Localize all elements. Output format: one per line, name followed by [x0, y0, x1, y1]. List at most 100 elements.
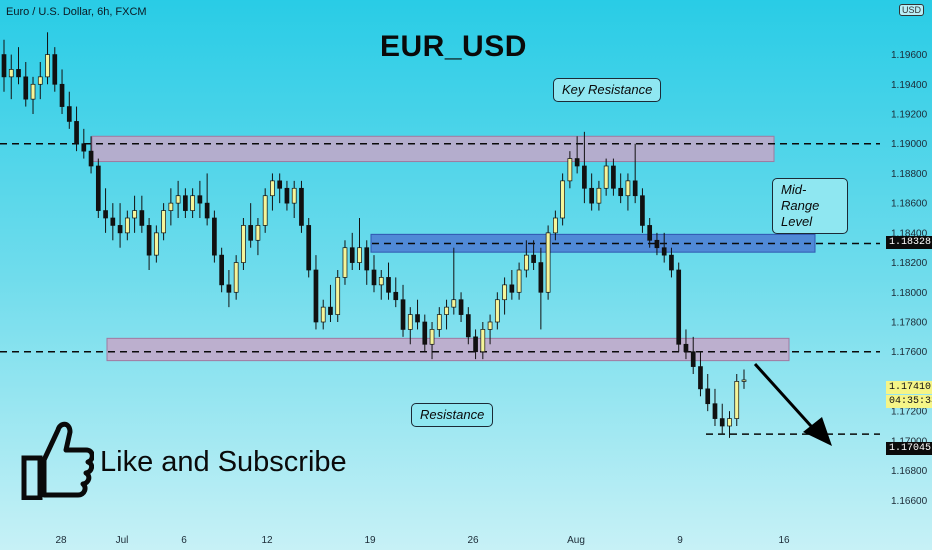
- thumbs-up-icon: [20, 416, 95, 501]
- candle-body: [95, 165, 101, 211]
- candle-body: [342, 247, 348, 278]
- candle-body: [248, 225, 254, 241]
- candle-body: [661, 247, 667, 256]
- candle-body: [567, 158, 573, 182]
- candle-body: [364, 247, 370, 271]
- candle-body: [299, 187, 304, 226]
- candle-body: [270, 180, 275, 197]
- candle-body: [233, 262, 239, 293]
- candle-body: [654, 239, 660, 249]
- candle-body: [313, 269, 319, 323]
- candle-body: [161, 210, 166, 234]
- candle-body: [509, 284, 515, 293]
- candle-body: [124, 217, 130, 234]
- cta-text: Like and Subscribe: [100, 446, 347, 478]
- candle-body: [524, 254, 529, 271]
- candle-body: [640, 195, 645, 226]
- x-tick-label: 12: [261, 535, 273, 546]
- candle-body: [698, 366, 703, 390]
- candle-body: [545, 232, 551, 293]
- candle-body: [74, 121, 79, 145]
- y-tick-label: 1.17200: [891, 407, 928, 418]
- y-tick-label: 1.19200: [891, 110, 928, 121]
- candle-body: [219, 254, 224, 286]
- y-tick-label: 1.17000: [891, 436, 928, 447]
- x-tick-label: 9: [677, 535, 683, 546]
- x-tick-label: 19: [364, 535, 376, 546]
- candle-body: [8, 69, 14, 78]
- y-tick-label: 1.18600: [891, 199, 928, 210]
- candle-body: [183, 195, 188, 211]
- candle-body: [429, 329, 435, 345]
- candle-body: [241, 225, 246, 263]
- candle-body: [494, 299, 500, 323]
- candle-body: [204, 202, 210, 219]
- target-price-tag: 1.17045: [886, 442, 932, 455]
- x-tick-label: Aug: [567, 535, 585, 546]
- y-tick-label: 1.17800: [891, 318, 928, 329]
- candle-body: [582, 165, 587, 189]
- candle-body: [407, 314, 413, 330]
- candle-body: [277, 180, 283, 189]
- y-tick-label: 1.17600: [891, 347, 928, 358]
- candle-body: [306, 225, 312, 271]
- candle-body: [560, 180, 565, 219]
- candle-body: [531, 254, 536, 263]
- candle-body: [458, 299, 464, 315]
- y-tick-label: 1.19600: [891, 50, 928, 61]
- candle-body: [436, 314, 442, 330]
- candle-body: [422, 321, 428, 345]
- mid-range-callout: Mid-Range Level: [772, 178, 848, 234]
- candle-body: [81, 143, 87, 152]
- candle-body: [647, 225, 653, 241]
- candle-body: [632, 180, 638, 197]
- candle-body: [190, 195, 195, 211]
- candle-body: [328, 306, 333, 315]
- chart-title: EUR_USD: [380, 30, 527, 63]
- candle-body: [625, 180, 631, 197]
- candle-body: [320, 306, 326, 323]
- y-tick-label: 1.16800: [891, 466, 928, 477]
- candle-body: [393, 291, 399, 301]
- candle-body: [357, 247, 362, 263]
- candle-body: [59, 83, 65, 107]
- candle-body: [415, 314, 420, 323]
- zone-1: [91, 135, 775, 163]
- x-tick-label: 6: [181, 535, 187, 546]
- candle-body: [117, 225, 123, 234]
- y-tick-label: 1.18800: [891, 169, 928, 180]
- last-price-tag: 1.17410: [886, 381, 932, 394]
- countdown-tag: 04:35:33: [886, 395, 932, 408]
- candle-body: [16, 69, 21, 78]
- down-arrow-head: [803, 417, 832, 446]
- x-tick-label: 28: [55, 535, 67, 546]
- y-tick-label: 1.18200: [891, 258, 928, 269]
- candle-body: [603, 165, 609, 189]
- candle-body: [618, 187, 624, 197]
- candle-body: [727, 418, 732, 427]
- zone-3: [106, 337, 790, 362]
- candle-body: [255, 225, 261, 241]
- candle-body: [400, 299, 406, 330]
- candle-body: [132, 210, 137, 219]
- candle-body: [30, 83, 36, 100]
- key-resistance-callout: Key Resistance: [553, 78, 662, 102]
- candle-body: [487, 321, 493, 330]
- candle-body: [553, 217, 558, 234]
- currency-badge[interactable]: USD: [899, 4, 925, 16]
- candle-body: [284, 187, 290, 204]
- candle-body: [596, 187, 602, 204]
- y-tick-label: 1.16600: [891, 496, 928, 507]
- candle-body: [175, 195, 181, 204]
- candle-body: [371, 269, 377, 286]
- down-arrow-line: [753, 362, 822, 438]
- candle-body: [465, 314, 471, 338]
- candle-body: [676, 269, 682, 345]
- y-tick-label: 1.18400: [891, 228, 928, 239]
- candle-body: [88, 150, 94, 167]
- candle-body: [589, 187, 594, 204]
- candle-body: [262, 195, 268, 226]
- candle-body: [349, 247, 355, 263]
